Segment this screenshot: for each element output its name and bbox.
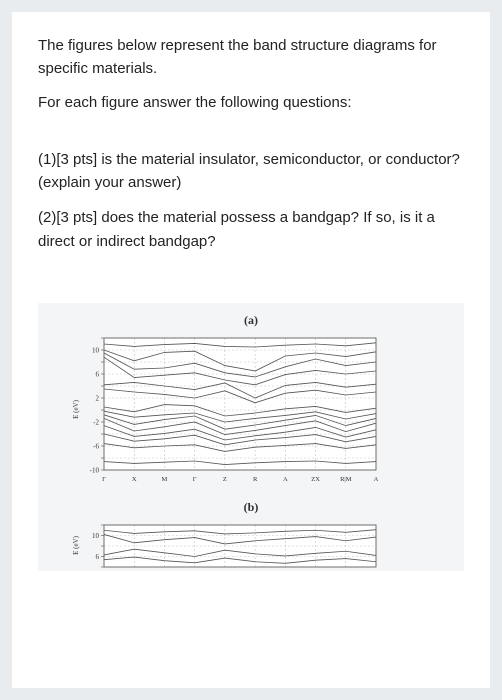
svg-text:-2: -2 [93,418,99,426]
svg-text:R|M: R|M [340,476,352,483]
band-structure-chart-a: Γ X M Γ Z R A ZX R|M A -10 -6 -2 2 6 10 [82,334,382,486]
question-2: (2)[3 pts] does the material possess a b… [38,206,464,253]
svg-text:X: X [132,476,137,483]
svg-text:-6: -6 [93,442,99,450]
figure-b-wrap: E (eV) 6 10 [72,521,430,571]
figure-a-label: (a) [72,313,430,328]
figure-b-label: (b) [72,500,430,515]
page-content: The figures below represent the band str… [12,12,490,688]
svg-text:2: 2 [96,394,100,402]
svg-text:Γ: Γ [193,476,197,483]
svg-text:10: 10 [92,346,100,354]
question-1: (1)[3 pts] is the material insulator, se… [38,148,464,195]
svg-text:6: 6 [96,553,100,561]
figure-a-ylabel: E (eV) [72,400,80,419]
svg-text:-10: -10 [90,466,100,474]
svg-text:M: M [162,476,168,483]
svg-text:6: 6 [96,370,100,378]
svg-text:A: A [283,476,288,483]
svg-text:10: 10 [92,532,100,540]
intro-line-2: For each figure answer the following que… [38,91,464,114]
svg-text:Γ: Γ [102,476,106,483]
svg-text:ZX: ZX [311,476,320,483]
svg-text:A: A [374,476,379,483]
svg-text:Z: Z [223,476,227,483]
figure-b-ylabel: E (eV) [72,536,80,555]
svg-text:R: R [253,476,258,483]
figure-container: (a) E (eV) ΓXMΓZRAZXR|MA-10-6-22610 (b) … [38,303,464,571]
intro-line-1: The figures below represent the band str… [38,34,464,81]
band-structure-chart-b: 6 10 [82,521,382,571]
figure-a-wrap: E (eV) Γ X M Γ Z R A ZX R|M A -10 -6 -2 2 6 10 [72,334,430,486]
